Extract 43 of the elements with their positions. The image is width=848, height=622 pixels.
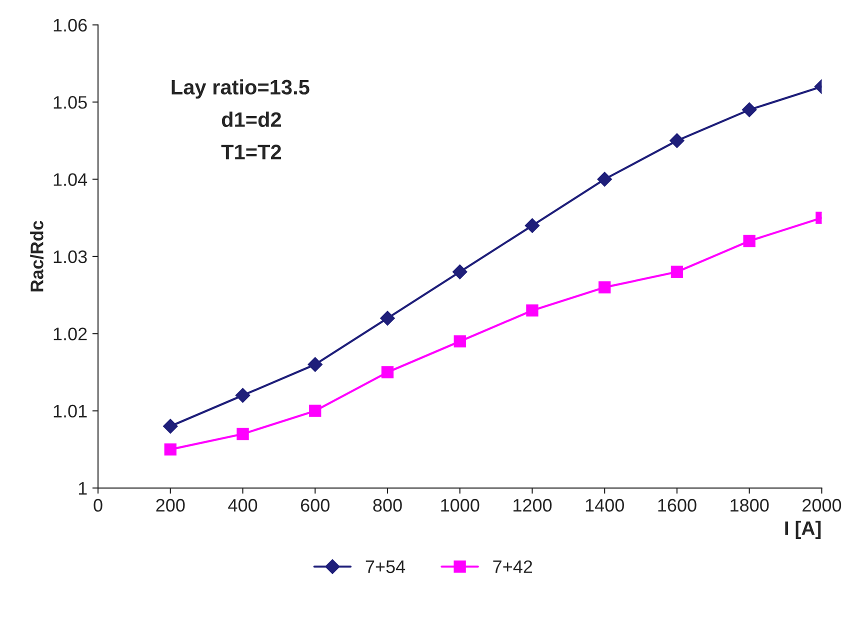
x-axis-title: I [A] [785,520,821,539]
point [308,357,323,372]
y-tick-label: 1.06 [54,18,87,32]
point [380,310,395,326]
point [598,281,611,294]
y-axis-title: Rac/Rdc [30,220,44,292]
x-tick-label: 0 [94,498,102,512]
point [743,234,756,248]
y-tick-label: 1.05 [54,96,87,109]
point [742,102,757,118]
x-tick-label: 800 [373,498,402,512]
x-tick-label: 2000 [802,498,842,512]
x-tick-label: 1800 [730,498,769,512]
x-tick-label: 1200 [514,498,552,512]
point [454,335,466,348]
x-tick-label: 400 [228,498,258,512]
legend-label: 7+42 [493,560,532,573]
point [597,172,612,187]
point [236,428,249,440]
annotation: T1=T2 [221,144,282,160]
annotation: Lay ratio=13.5 [172,79,310,99]
x-tick-label: 1600 [658,498,696,512]
point [235,388,250,403]
y-tick-label: 1.01 [54,404,87,418]
x-tick-label: 600 [300,498,330,512]
point [452,264,468,280]
point [163,418,178,434]
annotation: d1=d2 [222,112,282,127]
x-tick-label: 200 [156,498,185,512]
y-tick-label: 1 [78,482,87,495]
point [164,443,176,456]
point [381,366,394,378]
point [670,266,684,278]
x-tick-label: 1400 [586,498,624,512]
y-tick-label: 1.02 [54,328,87,340]
point [524,218,540,233]
y-tick-label: 1.03 [54,250,87,264]
y-tick-label: 1.04 [54,173,88,186]
point [309,404,322,417]
x-tick-label: 1000 [441,498,480,512]
point [670,133,684,148]
legend-label: 7+54 [366,560,406,574]
point [526,304,538,317]
